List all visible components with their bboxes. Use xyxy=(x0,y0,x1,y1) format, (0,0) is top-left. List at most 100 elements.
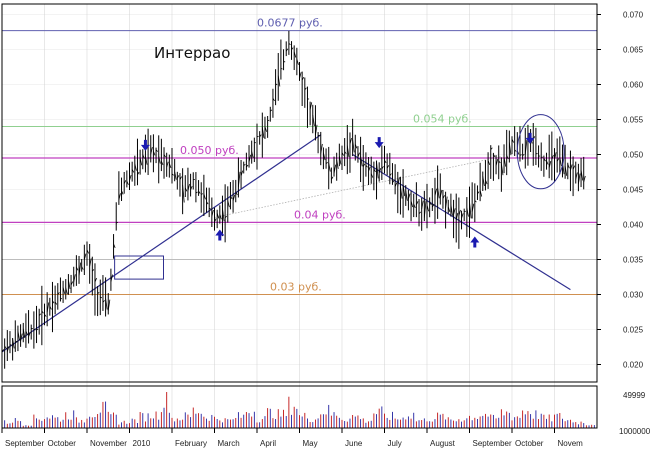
price-layer xyxy=(1,30,586,369)
price-tick xyxy=(230,195,233,200)
price-tick xyxy=(354,144,358,149)
price-tick xyxy=(216,213,220,219)
price-tick xyxy=(49,306,52,310)
price-tick xyxy=(394,182,398,187)
price-tick xyxy=(97,291,100,294)
price-tick xyxy=(508,142,512,156)
price-tick xyxy=(126,180,129,185)
price-tick xyxy=(17,330,20,341)
price-tick xyxy=(437,187,440,199)
price-tick xyxy=(81,266,84,270)
price-tick xyxy=(142,154,145,159)
price-tick xyxy=(506,155,509,160)
price-tick xyxy=(102,300,105,303)
price-tick xyxy=(381,166,384,170)
price-tick xyxy=(28,332,31,337)
price-tick xyxy=(214,218,217,223)
price-tick xyxy=(57,292,60,295)
price-tick xyxy=(352,139,355,153)
x-tick-label: October xyxy=(515,439,544,448)
price-tick xyxy=(107,299,111,311)
price-tick xyxy=(423,201,427,218)
price-tick xyxy=(25,330,28,336)
price-tick xyxy=(450,204,453,216)
price-tick xyxy=(121,190,124,195)
price-tick xyxy=(89,258,92,267)
price-tick xyxy=(65,287,68,295)
price-tick xyxy=(235,191,238,196)
arrow-up-icon xyxy=(215,229,225,241)
price-tick xyxy=(487,160,491,165)
price-tick xyxy=(357,152,360,158)
price-tick xyxy=(44,314,47,317)
price-tick xyxy=(118,193,121,200)
price-tick xyxy=(161,160,164,166)
price-tick xyxy=(150,147,153,155)
price-tick xyxy=(564,165,568,176)
x-tick-label: 2010 xyxy=(133,439,151,448)
price-tick xyxy=(368,166,371,172)
price-tick xyxy=(546,160,549,165)
price-tick xyxy=(291,47,294,50)
price-tick xyxy=(503,156,507,167)
price-tick xyxy=(195,191,198,194)
price-tick xyxy=(575,172,578,180)
price-tick xyxy=(474,200,477,203)
price-tick xyxy=(153,151,156,156)
highlight-ellipse xyxy=(516,114,565,190)
price-tick xyxy=(397,177,400,187)
price-tick xyxy=(325,162,328,165)
price-tick xyxy=(256,135,259,138)
price-tick xyxy=(232,194,236,201)
x-tick-label: September xyxy=(5,439,44,448)
price-tick xyxy=(500,163,504,176)
price-tick xyxy=(580,169,584,181)
price-tick xyxy=(477,191,480,195)
price-tick xyxy=(54,301,58,305)
price-tick xyxy=(270,109,273,112)
price-tick xyxy=(376,161,379,179)
price-tick xyxy=(495,159,499,166)
price-tick xyxy=(338,156,342,165)
volume-layer xyxy=(1,392,595,428)
price-tick xyxy=(370,173,374,178)
trendline xyxy=(214,156,502,218)
x-tick-label: August xyxy=(430,439,456,448)
price-tick xyxy=(70,281,74,286)
price-tick xyxy=(78,262,82,277)
price-tick xyxy=(155,149,158,152)
price-tick xyxy=(524,139,528,155)
annotations-layer xyxy=(114,114,565,280)
level-label: 0.050 руб. xyxy=(180,144,239,157)
price-tick xyxy=(227,200,230,208)
price-tick xyxy=(373,168,376,173)
price-tick xyxy=(275,83,278,86)
price-tick xyxy=(36,328,39,331)
price-tick xyxy=(100,296,103,299)
volume-tick-label: 49999 xyxy=(623,391,646,400)
price-tick xyxy=(76,266,79,271)
price-tick xyxy=(182,184,185,203)
price-tick xyxy=(421,200,424,209)
price-tick xyxy=(389,173,392,177)
price-tick xyxy=(485,179,488,185)
price-tick xyxy=(426,204,429,212)
price-tick xyxy=(22,328,26,339)
price-tick xyxy=(400,185,403,199)
chart-title: Интеррао xyxy=(154,44,230,62)
price-tick xyxy=(187,183,190,192)
x-tick-label: June xyxy=(345,439,363,448)
price-tick xyxy=(62,287,66,294)
price-tick xyxy=(469,201,472,219)
x-tick-label: October xyxy=(48,439,77,448)
x-tick-label: April xyxy=(260,439,276,448)
price-tick xyxy=(38,313,42,316)
price-tick xyxy=(14,340,18,344)
price-tick xyxy=(410,200,414,208)
price-tick xyxy=(434,188,437,197)
price-tick xyxy=(320,143,323,154)
price-tick xyxy=(139,157,143,166)
price-tick xyxy=(405,190,408,201)
price-tick xyxy=(68,279,71,290)
price-tick xyxy=(83,253,87,260)
